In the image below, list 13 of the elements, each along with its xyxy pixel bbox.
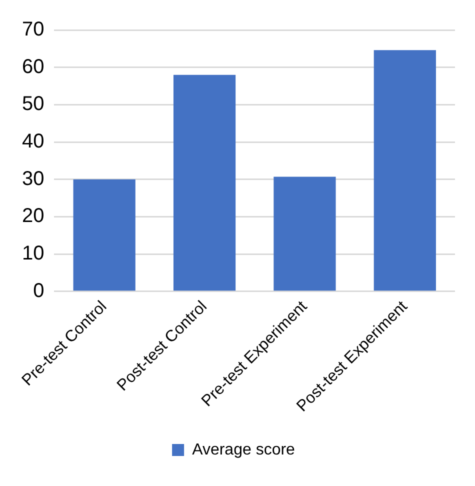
y-tick-label: 30 [22, 168, 44, 190]
y-tick-label: 60 [22, 56, 44, 78]
y-tick-label: 20 [22, 205, 44, 228]
y-tick-label: 10 [22, 242, 44, 265]
legend-label: Average score [192, 441, 296, 458]
bar [274, 176, 336, 291]
bar [173, 74, 236, 291]
y-tick-label: 40 [22, 130, 44, 153]
bar [374, 50, 436, 291]
y-tick-label: 70 [22, 18, 44, 41]
y-tick-label: 50 [22, 93, 44, 116]
bar [73, 179, 136, 291]
y-tick-label: 0 [33, 280, 44, 302]
